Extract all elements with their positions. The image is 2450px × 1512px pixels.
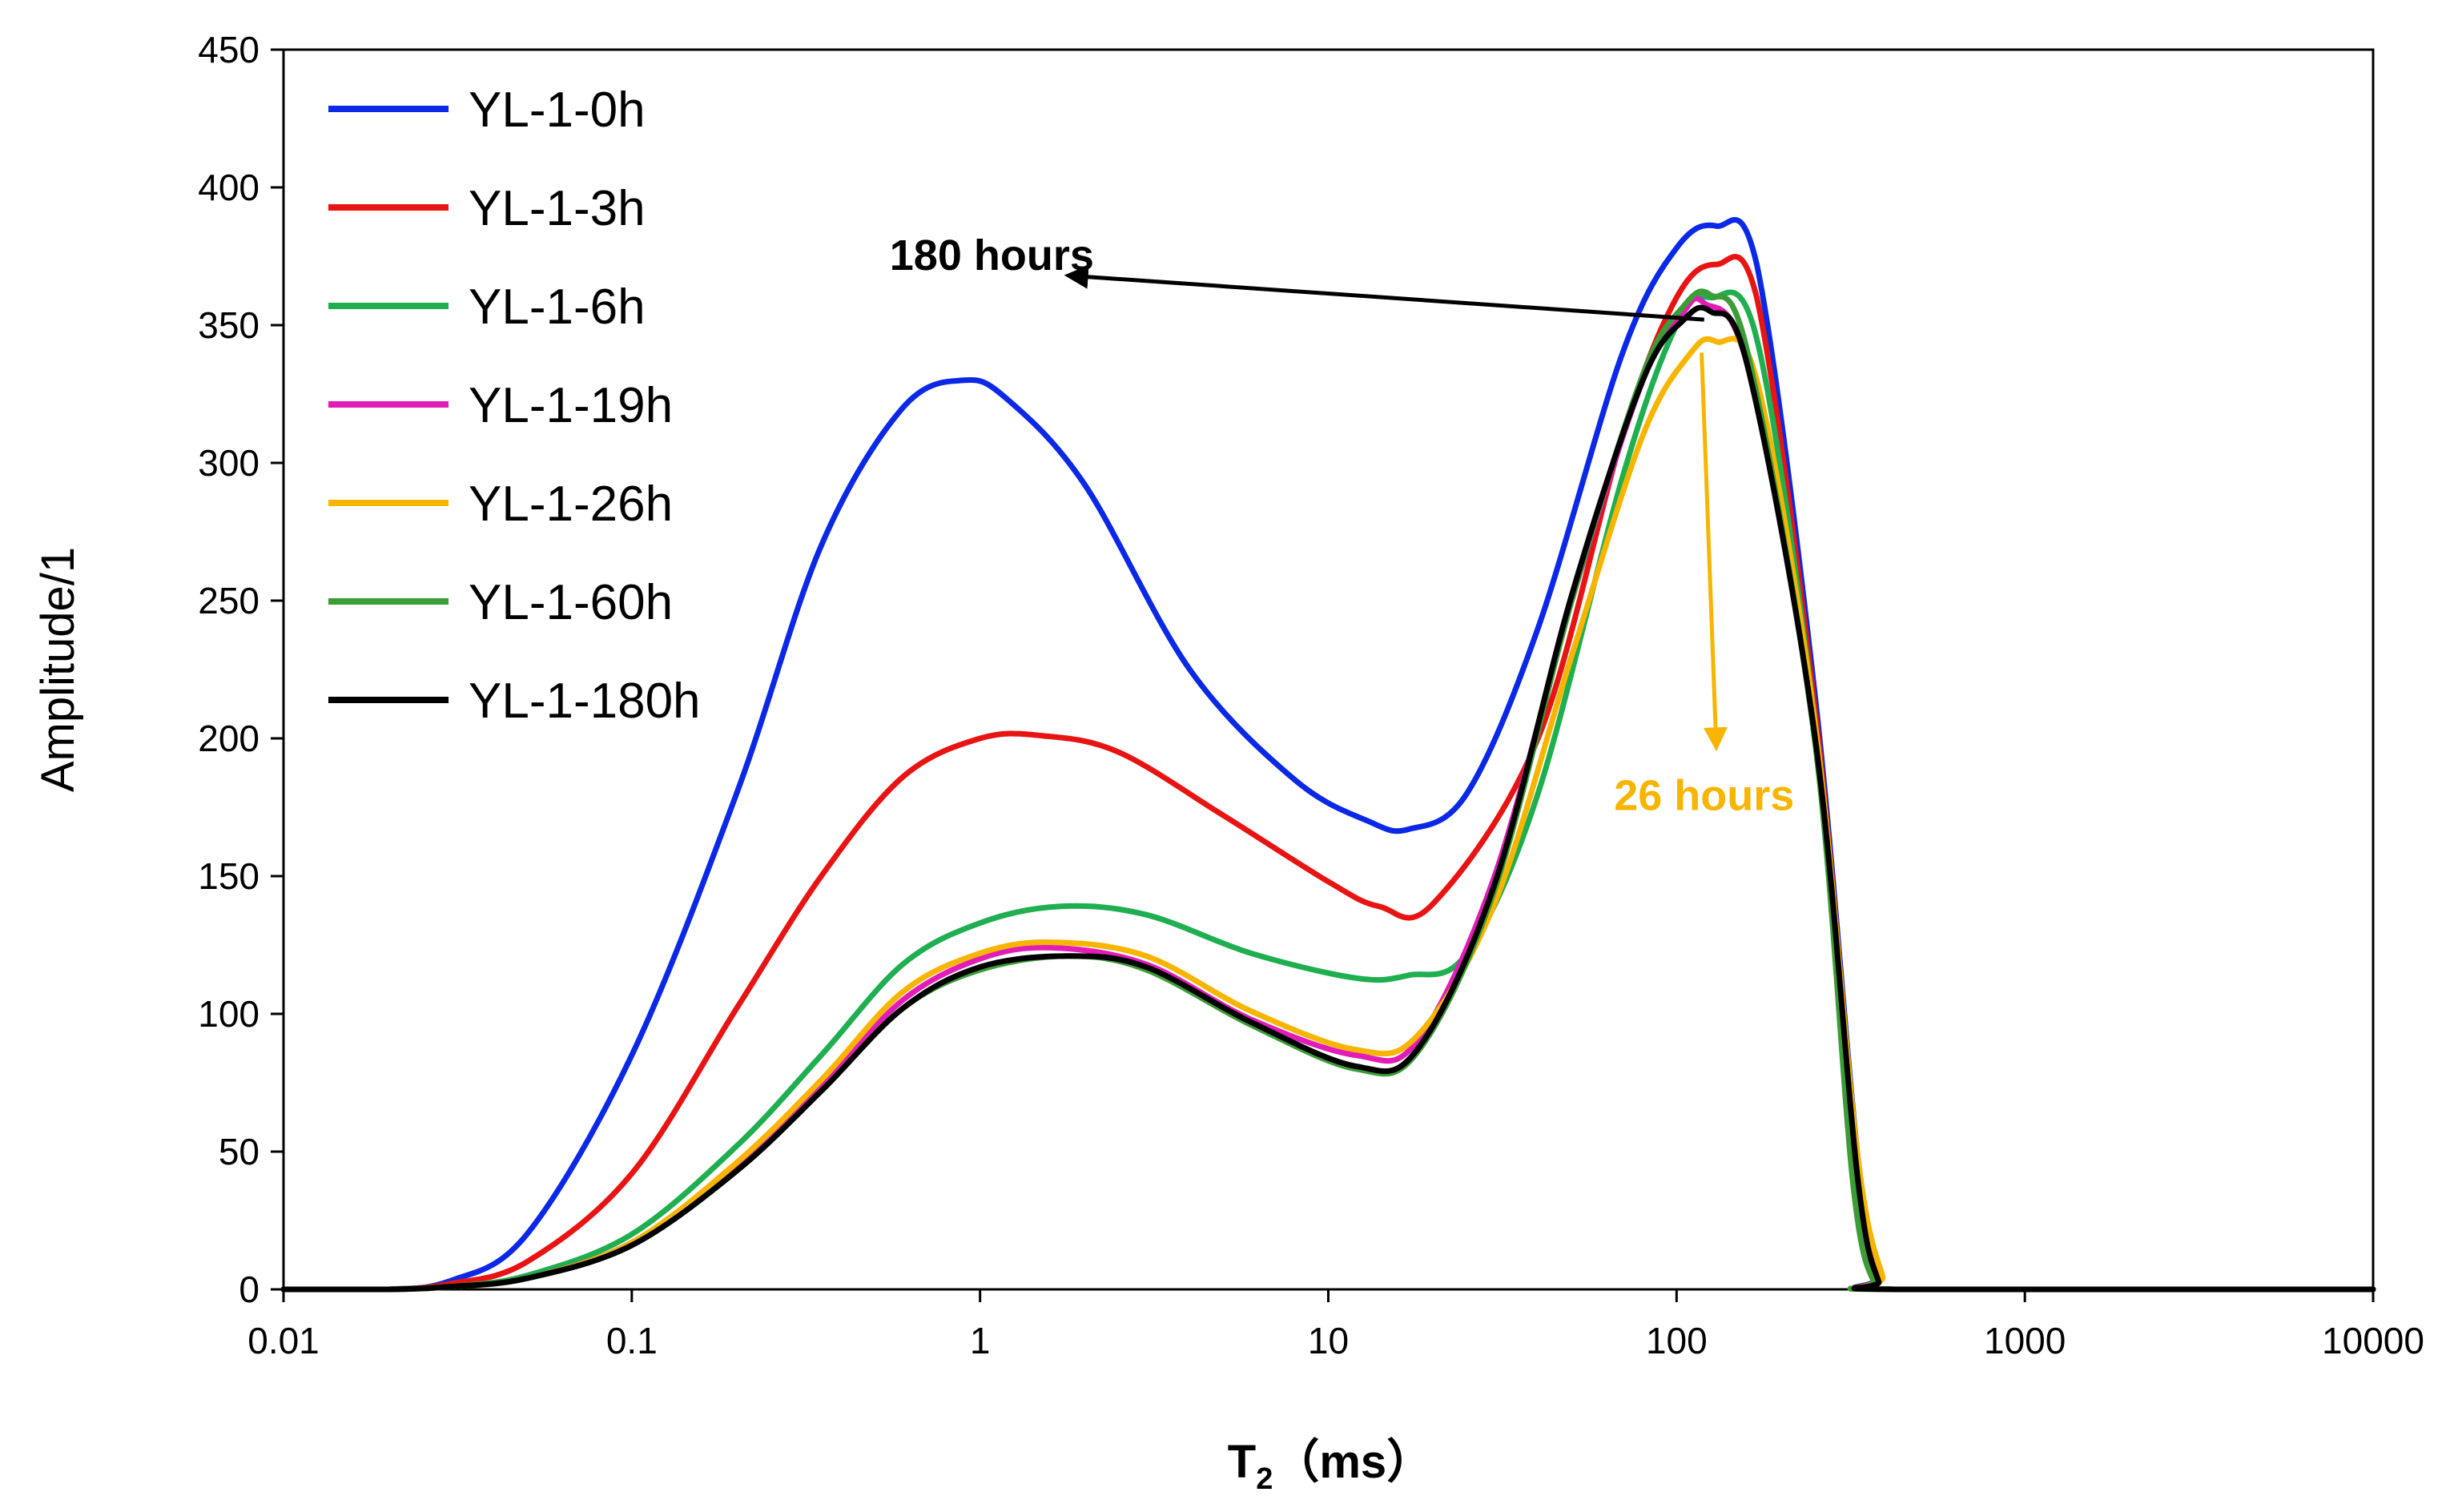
plot-area	[282, 48, 2375, 1291]
legend-label: YL-1-0h	[469, 82, 646, 138]
annotation-label: 26 hours	[1614, 771, 1794, 819]
x-axis-title-unit: （ms）	[1273, 1436, 1433, 1488]
x-tick-label: 1	[970, 1320, 991, 1361]
legend: YL-1-0h YL-1-3h YL-1-6h YL-1-19h YL-1-26h YL-…	[328, 82, 701, 729]
annotations: 180 hours 26 hours	[890, 231, 1795, 819]
annotation-arrow	[1064, 264, 1704, 322]
x-axis-title: T2（ms）	[1228, 1436, 1433, 1496]
y-tick-label: 250	[198, 580, 259, 621]
x-axis-title-subscript: 2	[1256, 1462, 1273, 1496]
legend-label: YL-1-6h	[469, 279, 646, 335]
annotation-arrow	[1700, 352, 1728, 752]
y-tick-label: 400	[198, 167, 259, 208]
x-axis-ticks: 0.01 0.1 1 10 100 1000 10000	[247, 1289, 2424, 1361]
annotation-label: 180 hours	[890, 231, 1094, 279]
y-tick-label: 0	[239, 1269, 259, 1310]
x-axis-title-main: T	[1228, 1436, 1256, 1488]
y-tick-label: 450	[198, 29, 259, 70]
y-tick-label: 150	[198, 855, 259, 897]
y-axis-title: Amplitude/1	[32, 547, 84, 792]
legend-label: YL-1-3h	[469, 181, 646, 236]
x-tick-label: 1000	[1984, 1320, 2066, 1361]
series-lines	[280, 217, 2376, 1293]
legend-label: YL-1-180h	[469, 674, 701, 729]
x-tick-label: 100	[1646, 1320, 1708, 1361]
y-tick-label: 200	[198, 718, 259, 759]
y-tick-label: 300	[198, 442, 259, 484]
series-line-yl-1-180h	[280, 304, 2376, 1293]
legend-label: YL-1-60h	[469, 575, 673, 630]
y-tick-label: 50	[219, 1131, 259, 1172]
y-tick-label: 100	[198, 993, 259, 1035]
y-tick-label: 350	[198, 304, 259, 346]
y-axis-ticks: 0 50 100 150 200 250 300 350 400 450	[198, 29, 284, 1310]
x-tick-label: 10	[1308, 1320, 1349, 1361]
x-tick-label: 10000	[2322, 1320, 2424, 1361]
x-tick-label: 0.01	[247, 1320, 320, 1361]
x-tick-label: 0.1	[606, 1320, 658, 1361]
legend-label: YL-1-19h	[469, 378, 673, 433]
legend-label: YL-1-26h	[469, 477, 673, 532]
